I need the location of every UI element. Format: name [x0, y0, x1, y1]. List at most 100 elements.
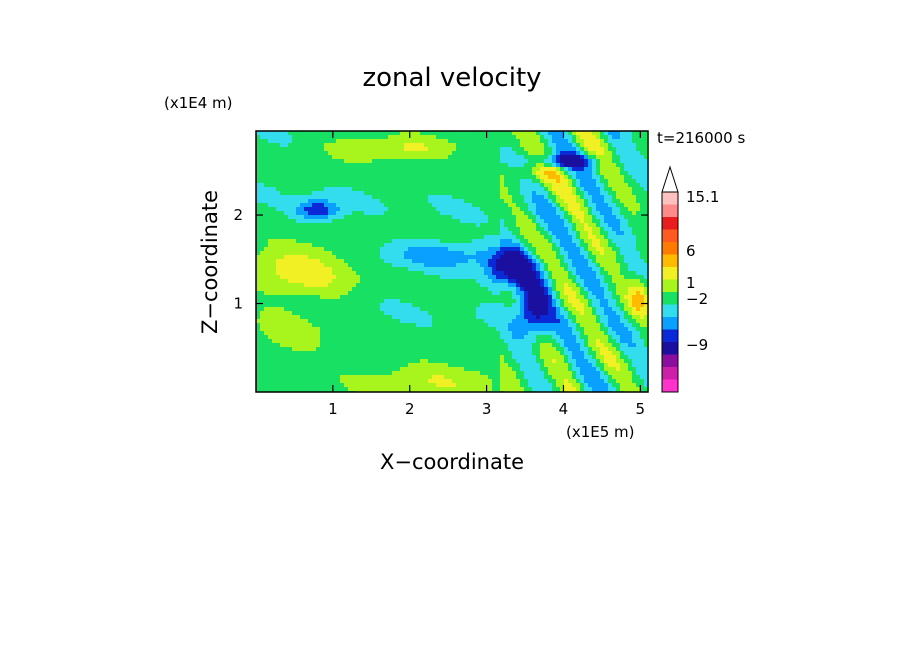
field-cell [580, 331, 584, 335]
field-cell [296, 155, 300, 159]
field-cell [272, 263, 276, 267]
field-cell [612, 227, 616, 231]
field-cell [548, 179, 552, 183]
field-cell [444, 191, 448, 195]
field-cell [456, 239, 460, 243]
field-cell [472, 327, 476, 331]
field-cell [432, 135, 436, 139]
field-cell [548, 319, 552, 323]
field-cell [400, 187, 404, 191]
field-cell [476, 283, 480, 287]
field-cell [424, 295, 428, 299]
field-cell [316, 219, 320, 223]
field-cell [616, 199, 620, 203]
field-cell [456, 139, 460, 143]
field-cell [512, 227, 516, 231]
field-cell [380, 307, 384, 311]
field-cell [368, 263, 372, 267]
field-cell [256, 131, 260, 135]
field-cell [524, 303, 528, 307]
field-cell [632, 215, 636, 219]
field-cell [380, 179, 384, 183]
field-cell [536, 227, 540, 231]
field-cell [416, 171, 420, 175]
field-cell [448, 183, 452, 187]
field-cell [544, 319, 548, 323]
field-cell [496, 331, 500, 335]
field-cell [436, 215, 440, 219]
field-cell [400, 315, 404, 319]
field-cell [624, 227, 628, 231]
field-cell [280, 155, 284, 159]
field-cell [640, 223, 644, 227]
field-cell [436, 275, 440, 279]
field-cell [500, 323, 504, 327]
field-cell [592, 247, 596, 251]
field-cell [392, 159, 396, 163]
field-cell [576, 167, 580, 171]
field-cell [264, 235, 268, 239]
field-cell [472, 287, 476, 291]
field-cell [424, 159, 428, 163]
field-cell [596, 135, 600, 139]
field-cell [516, 259, 520, 263]
field-cell [396, 207, 400, 211]
field-cell [388, 235, 392, 239]
field-cell [564, 175, 568, 179]
field-cell [556, 223, 560, 227]
field-cell [616, 131, 620, 135]
field-cell [332, 295, 336, 299]
field-cell [632, 271, 636, 275]
field-cell [444, 295, 448, 299]
field-cell [380, 223, 384, 227]
field-cell [460, 319, 464, 323]
field-cell [448, 271, 452, 275]
field-cell [376, 323, 380, 327]
field-cell [360, 235, 364, 239]
field-cell [312, 299, 316, 303]
field-cell [412, 319, 416, 323]
field-cell [352, 247, 356, 251]
field-cell [596, 175, 600, 179]
field-cell [320, 307, 324, 311]
field-cell [348, 303, 352, 307]
field-cell [372, 175, 376, 179]
field-cell [624, 235, 628, 239]
field-cell [544, 331, 548, 335]
field-cell [452, 175, 456, 179]
field-cell [628, 287, 632, 291]
field-cell [496, 179, 500, 183]
field-cell [360, 191, 364, 195]
field-cell [420, 131, 424, 135]
field-cell [392, 247, 396, 251]
field-cell [560, 147, 564, 151]
field-cell [456, 303, 460, 307]
field-cell [628, 223, 632, 227]
field-cell [432, 259, 436, 263]
field-cell [504, 159, 508, 163]
field-cell [428, 275, 432, 279]
field-cell [456, 299, 460, 303]
field-cell [280, 159, 284, 163]
field-cell [572, 175, 576, 179]
field-cell [316, 183, 320, 187]
field-cell [588, 163, 592, 167]
field-cell [516, 263, 520, 267]
field-cell [548, 215, 552, 219]
field-cell [336, 295, 340, 299]
field-cell [312, 243, 316, 247]
field-cell [504, 263, 508, 267]
field-cell [404, 251, 408, 255]
field-cell [592, 287, 596, 291]
field-cell [388, 323, 392, 327]
field-cell [308, 263, 312, 267]
field-cell [272, 311, 276, 315]
field-cell [520, 175, 524, 179]
field-cell [424, 131, 428, 135]
field-cell [620, 175, 624, 179]
field-cell [336, 331, 340, 335]
field-cell [476, 327, 480, 331]
field-cell [412, 231, 416, 235]
field-cell [432, 231, 436, 235]
field-cell [524, 323, 528, 327]
